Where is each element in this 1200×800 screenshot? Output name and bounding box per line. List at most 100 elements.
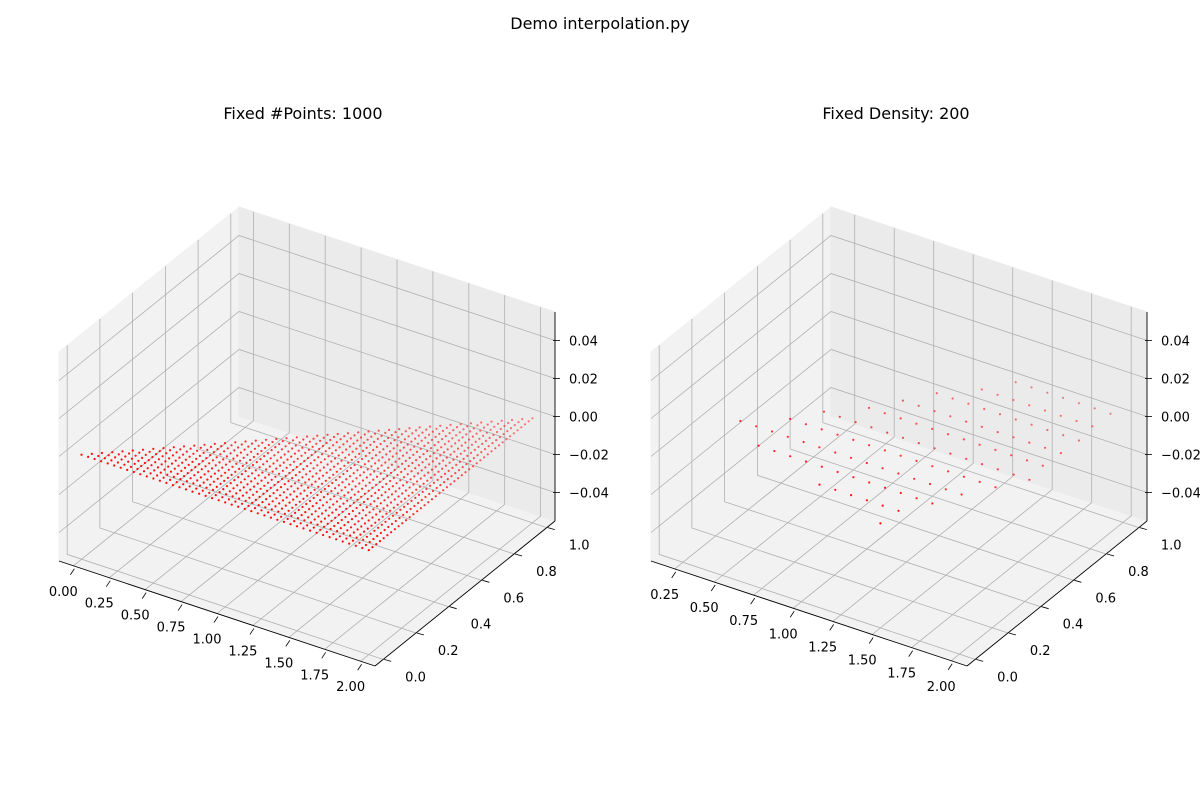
scatter-point xyxy=(457,469,461,472)
scatter-point xyxy=(193,474,196,477)
scatter-point xyxy=(471,465,475,468)
scatter-point xyxy=(415,488,418,491)
scatter-point xyxy=(309,529,312,532)
scatter-point xyxy=(418,456,421,459)
scatter-point xyxy=(266,489,269,492)
scatter-point xyxy=(313,488,316,491)
scatter-point xyxy=(188,485,191,488)
x-gridline xyxy=(180,247,362,602)
scatter-point xyxy=(1014,381,1017,384)
scatter-point xyxy=(360,495,363,498)
scatter-point xyxy=(279,464,282,467)
scatter-point xyxy=(490,420,493,423)
scatter-point xyxy=(249,488,252,491)
scatter-point xyxy=(883,412,886,415)
scatter-point xyxy=(231,495,234,498)
x-gridline xyxy=(109,223,290,579)
scatter-point xyxy=(208,491,211,494)
scatter-point xyxy=(433,444,436,447)
scatter-point xyxy=(374,462,377,465)
scatter-point xyxy=(297,479,300,482)
scatter-point xyxy=(436,449,439,452)
scatter-point xyxy=(406,502,409,505)
scatter-point xyxy=(358,482,361,485)
y-gridline xyxy=(197,240,515,555)
scatter-point xyxy=(290,514,293,518)
scatter-point xyxy=(332,473,335,476)
scatter-point xyxy=(461,436,464,439)
scatter-point xyxy=(393,439,396,442)
scatter-point xyxy=(291,506,294,509)
scatter-point xyxy=(292,498,295,501)
scatter-point xyxy=(427,501,430,504)
scatter-point xyxy=(339,438,342,441)
scatter-point xyxy=(870,426,873,429)
scatter-point xyxy=(404,459,407,462)
scatter-point xyxy=(393,498,396,501)
x-tick xyxy=(177,604,183,611)
scatter-point xyxy=(87,455,90,458)
scatter-point xyxy=(405,481,408,484)
scatter-point xyxy=(366,497,369,501)
scatter-point xyxy=(286,458,289,461)
scatter-point xyxy=(365,535,368,538)
scatter-point xyxy=(352,442,355,445)
scatter-point xyxy=(357,520,360,523)
scatter-point xyxy=(314,510,317,513)
scatter-point xyxy=(201,489,204,492)
scatter-point xyxy=(430,438,433,441)
scatter-point xyxy=(431,489,435,493)
scatter-point xyxy=(140,464,143,468)
scatter-point xyxy=(408,456,411,459)
scatter-point xyxy=(238,497,241,500)
scatter-point xyxy=(332,533,335,536)
scatter-point xyxy=(865,461,868,465)
z-tick-label: −0.04 xyxy=(569,487,609,502)
x-tick xyxy=(868,637,874,644)
scatter-point xyxy=(1059,452,1062,455)
scatter-point xyxy=(302,527,305,530)
scatter-point xyxy=(320,482,324,485)
scatter-point xyxy=(393,468,396,471)
scatter-point xyxy=(345,537,348,540)
scatter-point xyxy=(351,480,354,483)
scatter-point xyxy=(336,530,339,533)
scatter-point xyxy=(363,522,367,525)
scatter-point xyxy=(372,537,375,541)
scatter-point xyxy=(483,456,486,459)
scatter-point xyxy=(367,549,370,552)
scatter-point xyxy=(410,499,413,502)
scatter-point xyxy=(897,509,900,512)
scatter-point xyxy=(980,463,984,466)
scatter-point xyxy=(333,495,336,498)
scatter-point xyxy=(412,513,415,516)
scatter-point xyxy=(256,452,259,456)
scatter-point xyxy=(361,517,364,520)
scatter-point xyxy=(216,448,219,451)
scatter-point xyxy=(340,459,343,462)
scatter-point xyxy=(264,446,267,450)
scatter-point xyxy=(168,457,171,460)
scatter-point xyxy=(517,421,520,424)
scatter-point xyxy=(210,467,214,470)
scatter-point xyxy=(786,435,789,438)
scatter-point xyxy=(124,455,127,458)
scatter-point xyxy=(271,470,274,473)
scatter-point xyxy=(455,463,458,466)
scatter-point xyxy=(469,422,473,425)
scatter-point xyxy=(387,496,390,499)
x-gridline xyxy=(792,254,974,609)
scatter-point xyxy=(1046,391,1049,394)
scatter-point xyxy=(480,421,483,424)
scatter-point xyxy=(341,481,344,484)
scatter-point xyxy=(262,492,265,495)
scatter-point xyxy=(299,462,302,466)
y-gridline xyxy=(99,319,417,634)
scatter-point xyxy=(502,433,505,436)
scatter-point xyxy=(202,451,205,454)
scatter-point xyxy=(360,466,363,469)
scatter-point xyxy=(326,433,329,436)
x-tick-label: 1.25 xyxy=(228,644,257,659)
scatter-point xyxy=(438,462,441,465)
x-gridline xyxy=(288,283,470,638)
